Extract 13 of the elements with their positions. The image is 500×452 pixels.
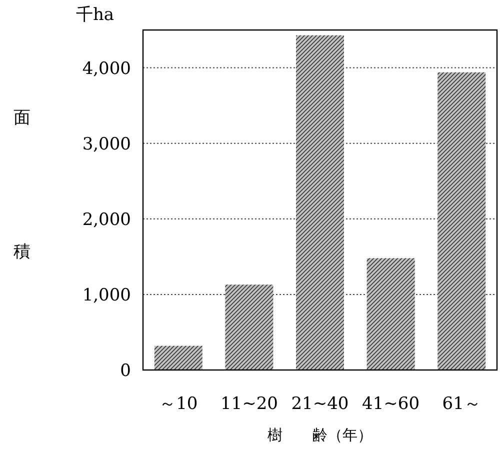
x-tick-label: ～10 bbox=[159, 394, 198, 414]
y-tick-label: 2,000 bbox=[82, 210, 131, 230]
y-tick-label: 4,000 bbox=[82, 58, 131, 79]
x-axis-title: 樹 齢（年） bbox=[268, 426, 372, 444]
x-tick-label: 11~20 bbox=[220, 394, 278, 414]
x-tick-label: 21~40 bbox=[291, 394, 349, 414]
x-tick-label: 41~60 bbox=[362, 394, 420, 414]
y-axis-title: 面積 bbox=[12, 96, 32, 362]
x-tick-label: 61～ bbox=[442, 394, 481, 414]
y-tick-label: 0 bbox=[120, 361, 131, 381]
y-tick-label: 3,000 bbox=[82, 134, 131, 154]
text: 千ha bbox=[76, 5, 114, 25]
y-tick-label: 1,000 bbox=[82, 285, 131, 306]
